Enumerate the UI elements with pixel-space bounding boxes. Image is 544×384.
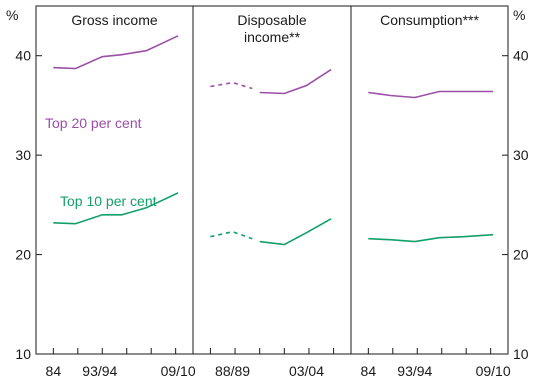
y-tick-label-right: 10: [513, 346, 529, 362]
y-tick-label-left: 10: [15, 346, 31, 362]
x-tick-label: 93/94: [397, 363, 432, 379]
panel-title: Gross income: [71, 12, 158, 28]
top-20-series: [368, 90, 494, 99]
y-tick-label-left: 30: [15, 147, 31, 163]
top-20-series-dashed: [210, 81, 253, 90]
panel-title: Disposable income**: [237, 12, 306, 45]
plot-frame: [35, 5, 509, 355]
top-20-series: [53, 35, 179, 70]
x-tick-label: 93/94: [82, 363, 117, 379]
y-unit-left: %: [6, 7, 18, 23]
x-tick-label: 84: [46, 363, 62, 379]
y-tick-label-right: 30: [513, 147, 529, 163]
x-tick-label: 03/04: [289, 363, 324, 379]
top-10-series: [259, 218, 332, 246]
top-10-series-dashed: [210, 230, 253, 240]
y-tick-label-right: 20: [513, 247, 529, 263]
x-tick-label: 09/10: [476, 363, 511, 379]
x-tick-label: 88/89: [215, 363, 250, 379]
y-tick-label-left: 40: [15, 48, 31, 64]
panel-title: Consumption***: [380, 12, 479, 28]
y-unit-right: %: [513, 7, 525, 23]
y-tick-label-right: 40: [513, 48, 529, 64]
top-20-label: Top 20 per cent: [45, 115, 142, 131]
top-10-series: [53, 192, 179, 225]
y-tick-label-left: 20: [15, 247, 31, 263]
top-10-label: Top 10 per cent: [60, 193, 157, 209]
top-20-series: [259, 68, 332, 95]
top-10-series: [368, 233, 494, 243]
x-tick-label: 84: [361, 363, 377, 379]
x-tick-label: 09/10: [161, 363, 196, 379]
